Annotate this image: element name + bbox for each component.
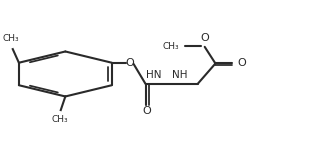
Text: NH: NH (173, 70, 188, 80)
Text: CH₃: CH₃ (51, 115, 68, 124)
Text: CH₃: CH₃ (3, 34, 20, 43)
Text: O: O (142, 106, 151, 116)
Text: O: O (200, 33, 209, 43)
Text: CH₃: CH₃ (163, 42, 179, 51)
Text: O: O (126, 58, 134, 68)
Text: HN: HN (146, 70, 162, 80)
Text: O: O (237, 59, 246, 69)
